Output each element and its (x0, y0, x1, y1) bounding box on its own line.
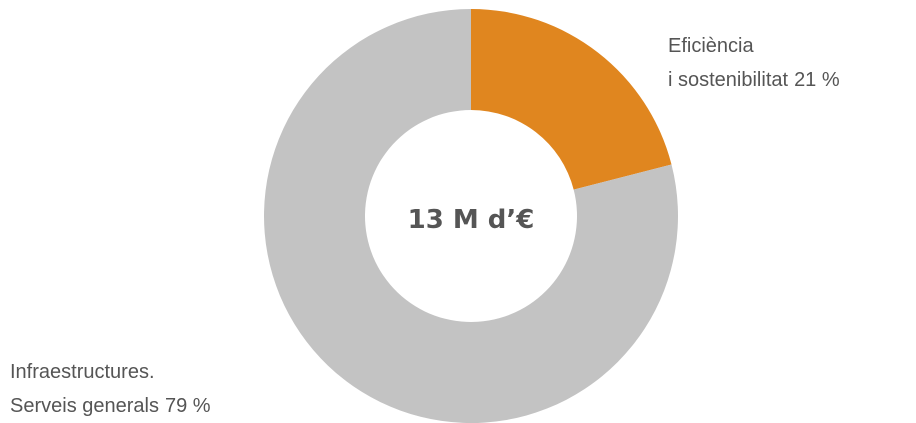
label-line: Eficiència (668, 35, 754, 57)
value-label: 21 % (794, 69, 840, 91)
label-line: i sostenibilitat (668, 69, 789, 91)
slice-label: Eficiència i sostenibilitat 21 % (668, 35, 840, 91)
value-label: 79 % (165, 395, 211, 417)
label-line: Infraestructures. (10, 361, 155, 383)
donut-slice (263, 9, 678, 423)
donut-slice (471, 9, 672, 190)
center-label: 13 M d’€ (408, 205, 535, 235)
slice-label: Infraestructures. Serveis generals 79 % (10, 361, 211, 417)
label-line: Serveis generals (10, 395, 159, 417)
